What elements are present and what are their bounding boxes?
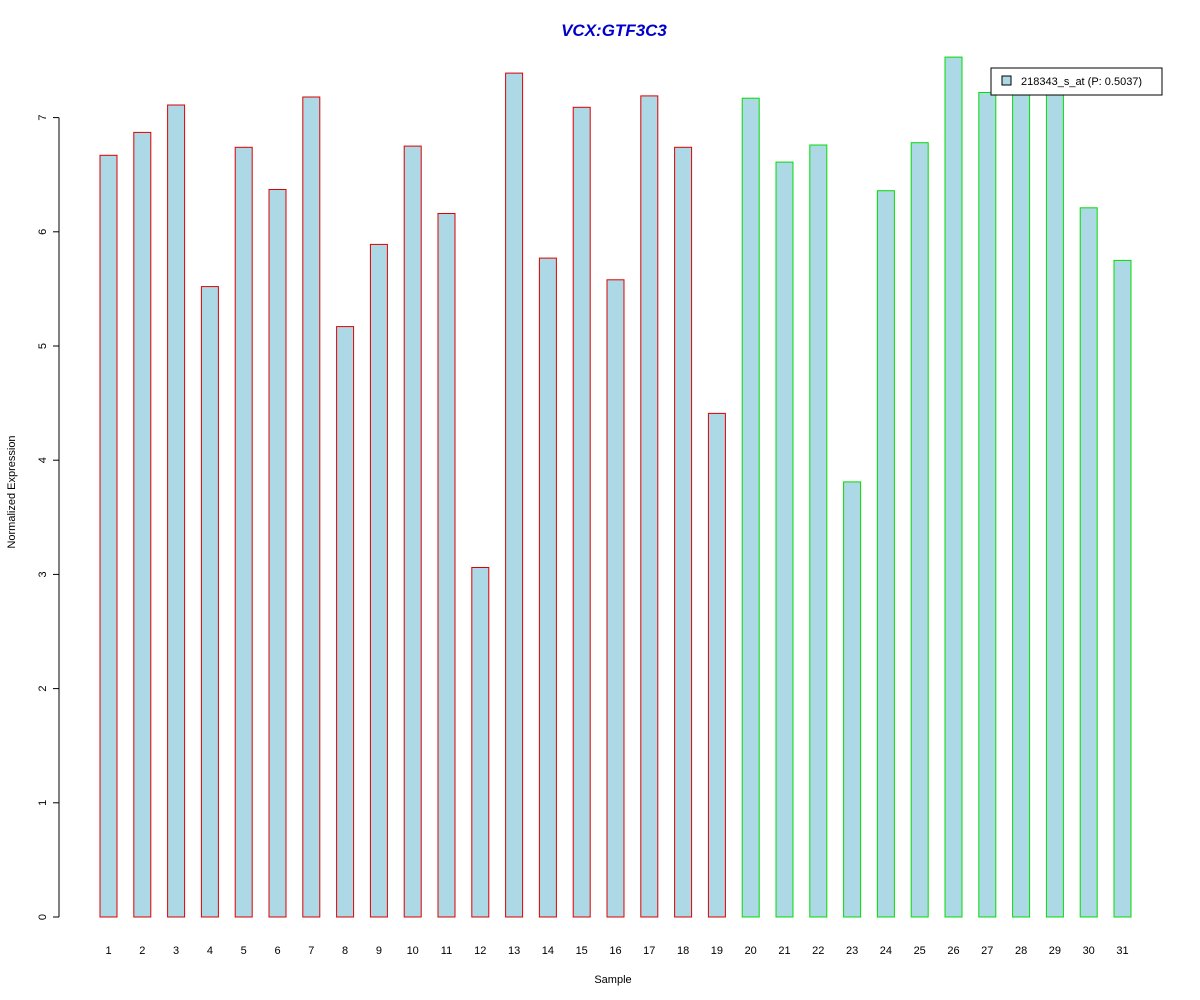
legend-box [990, 67, 1163, 96]
bar [572, 106, 591, 918]
bar [167, 104, 186, 918]
x-tick-label: 31 [1116, 945, 1128, 957]
x-tick-label: 7 [308, 945, 314, 957]
x-tick-label: 11 [441, 945, 452, 957]
x-tick-label: 16 [609, 945, 621, 957]
x-tick-label: 21 [778, 945, 790, 957]
chart-title: VCX:GTF3C3 [561, 21, 667, 40]
y-tick-label: 0 [37, 914, 49, 920]
bar [234, 146, 253, 918]
x-tick-label: 17 [643, 945, 655, 957]
y-tick-label: 6 [37, 229, 49, 235]
x-tick-label: 14 [542, 945, 554, 957]
bar [200, 286, 219, 918]
bar [1113, 259, 1132, 918]
bar [471, 567, 490, 918]
legend: 218343_s_at (P: 0.5037) [990, 67, 1163, 96]
x-axis-label: Sample [594, 974, 631, 986]
bar [369, 243, 388, 918]
y-tick-label: 5 [37, 343, 49, 349]
y-tick-label: 1 [37, 800, 49, 806]
x-tick-label: 12 [474, 945, 486, 957]
bar [505, 72, 524, 918]
x-tick-label: 24 [880, 945, 892, 957]
bar [944, 56, 963, 918]
bar [809, 144, 828, 918]
y-tick-label: 3 [37, 571, 49, 577]
bar [775, 161, 794, 918]
x-tick-label: 29 [1049, 945, 1061, 957]
x-tick-label: 20 [745, 945, 757, 957]
bar [978, 92, 997, 918]
bar [876, 190, 895, 918]
x-tick-label: 2 [139, 945, 145, 957]
bar [403, 145, 422, 918]
bar [674, 146, 693, 918]
x-tick-label: 5 [241, 945, 247, 957]
bar [336, 326, 355, 918]
x-tick-label: 1 [105, 945, 111, 957]
x-tick-label: 9 [376, 945, 382, 957]
y-axis: 0 1 2 3 4 5 6 7 [37, 115, 60, 920]
bar [99, 154, 118, 918]
bar [606, 279, 625, 918]
x-tick-label: 10 [407, 945, 419, 957]
bar [1012, 92, 1031, 918]
x-tick-label: 27 [981, 945, 993, 957]
bar [707, 412, 726, 918]
bars [99, 56, 1132, 918]
bar [741, 97, 760, 918]
y-tick-label: 4 [37, 457, 49, 463]
x-tick-label: 22 [812, 945, 824, 957]
legend-swatch [1001, 75, 1012, 86]
x-tick-label: 23 [846, 945, 858, 957]
x-tick-label: 28 [1015, 945, 1027, 957]
y-tick-label: 7 [37, 115, 49, 121]
y-axis-label: Normalized Expression [6, 435, 18, 548]
x-tick-label: 30 [1083, 945, 1095, 957]
bar [133, 131, 152, 918]
bar [268, 189, 287, 918]
bar [1079, 207, 1098, 918]
x-tick-label: 25 [914, 945, 926, 957]
x-tick-label: 8 [342, 945, 348, 957]
x-tick-label: 15 [576, 945, 588, 957]
bar [640, 95, 659, 918]
y-tick-label: 2 [37, 686, 49, 692]
x-tick-label: 13 [508, 945, 520, 957]
bar [437, 213, 456, 918]
x-tick-label: 18 [677, 945, 689, 957]
x-tick-label: 19 [711, 945, 723, 957]
x-tick-label: 3 [173, 945, 179, 957]
bar [843, 481, 862, 918]
legend-label: 218343_s_at (P: 0.5037) [1021, 76, 1142, 88]
x-tick-label: 6 [274, 945, 280, 957]
bar [910, 142, 929, 918]
bar [302, 96, 321, 918]
x-tick-label: 26 [947, 945, 959, 957]
x-axis-tick-labels: 1 2 3 4 5 6 7 8 9 10 11 12 13 14 15 16 17 18 19 20 21 22 23 24 2… [105, 945, 1128, 957]
bar [538, 257, 557, 918]
bar [1045, 92, 1064, 918]
x-tick-label: 4 [207, 945, 213, 957]
